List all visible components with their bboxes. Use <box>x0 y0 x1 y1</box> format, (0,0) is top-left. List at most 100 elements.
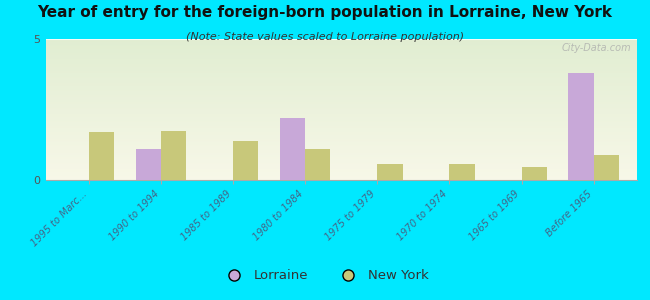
Bar <box>46 39 637 40</box>
Bar <box>46 91 637 93</box>
Bar <box>46 131 637 132</box>
Bar <box>46 94 637 95</box>
Bar <box>46 148 637 149</box>
Bar <box>46 107 637 108</box>
Bar <box>46 134 637 135</box>
Bar <box>46 167 637 169</box>
Bar <box>46 164 637 166</box>
Text: Year of entry for the foreign-born population in Lorraine, New York: Year of entry for the foreign-born popul… <box>38 4 612 20</box>
Bar <box>46 87 637 88</box>
Bar <box>521 167 547 180</box>
Bar <box>46 57 637 59</box>
Bar <box>46 172 637 173</box>
Bar <box>46 140 637 142</box>
Bar <box>46 77 637 79</box>
Bar <box>46 55 637 56</box>
Bar <box>46 158 637 159</box>
Bar <box>46 138 637 139</box>
Bar <box>46 81 637 83</box>
Bar <box>46 159 637 160</box>
Bar <box>46 125 637 126</box>
Bar <box>46 152 637 153</box>
Bar <box>46 176 637 177</box>
Bar <box>46 178 637 180</box>
Bar <box>569 73 593 180</box>
Bar <box>46 43 637 45</box>
Bar <box>46 64 637 66</box>
Bar <box>46 174 637 176</box>
Bar <box>46 46 637 47</box>
Bar <box>46 166 637 167</box>
Bar <box>46 139 637 140</box>
Bar <box>46 100 637 101</box>
Bar <box>46 136 637 138</box>
Bar <box>46 126 637 128</box>
Bar <box>46 59 637 60</box>
Bar <box>46 97 637 98</box>
Bar <box>46 150 637 152</box>
Bar <box>46 42 637 43</box>
Bar <box>280 118 305 180</box>
Bar <box>46 53 637 55</box>
Bar <box>46 45 637 46</box>
Bar <box>46 69 637 70</box>
Bar <box>377 164 402 180</box>
Bar <box>46 56 637 57</box>
Bar <box>46 145 637 146</box>
Bar <box>46 118 637 119</box>
Bar <box>46 114 637 115</box>
Bar <box>46 128 637 129</box>
Bar <box>46 162 637 163</box>
Bar <box>46 88 637 90</box>
Bar <box>46 101 637 102</box>
Bar <box>46 149 637 150</box>
Bar <box>46 104 637 105</box>
Bar <box>46 52 637 53</box>
Bar <box>46 153 637 154</box>
Bar <box>46 84 637 86</box>
Bar <box>46 108 637 110</box>
Bar <box>46 63 637 64</box>
Bar <box>46 111 637 112</box>
Bar <box>46 85 637 87</box>
Bar <box>46 170 637 172</box>
Bar <box>46 95 637 97</box>
Bar <box>46 79 637 80</box>
Bar <box>46 70 637 71</box>
Bar <box>46 163 637 164</box>
Text: (Note: State values scaled to Lorraine population): (Note: State values scaled to Lorraine p… <box>186 32 464 41</box>
Bar <box>46 115 637 116</box>
Bar <box>46 67 637 69</box>
Bar <box>46 110 637 111</box>
Bar <box>46 73 637 74</box>
Bar <box>46 160 637 162</box>
Bar <box>233 140 258 180</box>
Bar <box>46 61 637 63</box>
Bar <box>449 164 474 180</box>
Bar <box>46 119 637 121</box>
Bar <box>46 143 637 145</box>
Bar <box>46 71 637 73</box>
Bar <box>46 132 637 134</box>
Bar <box>46 173 637 174</box>
Bar <box>306 149 330 180</box>
Bar <box>46 112 637 114</box>
Bar <box>46 50 637 52</box>
Legend: Lorraine, New York: Lorraine, New York <box>216 264 434 287</box>
Bar <box>46 66 637 67</box>
Bar <box>46 122 637 124</box>
Bar <box>46 83 637 84</box>
Bar <box>136 149 161 180</box>
Bar <box>46 121 637 122</box>
Bar <box>46 156 637 158</box>
Bar <box>46 129 637 130</box>
Bar <box>46 146 637 148</box>
Bar <box>46 102 637 104</box>
Bar <box>46 135 637 136</box>
Bar <box>46 177 637 178</box>
Bar <box>46 98 637 100</box>
Bar <box>46 116 637 118</box>
Bar <box>46 169 637 170</box>
Bar <box>46 80 637 81</box>
Bar <box>46 154 637 156</box>
